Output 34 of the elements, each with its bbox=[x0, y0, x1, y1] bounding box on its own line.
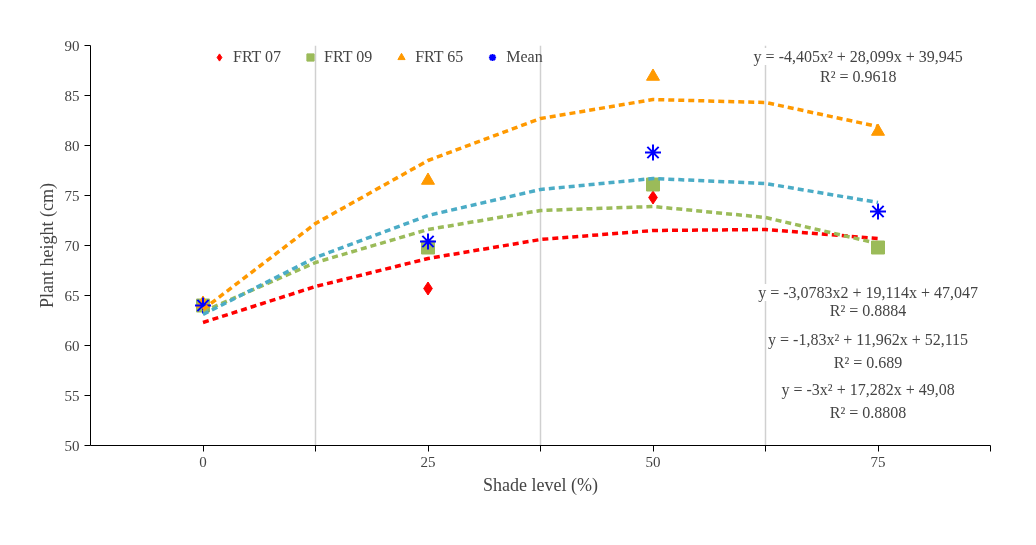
legend-label: FRT 09 bbox=[324, 48, 373, 66]
y-tick-label: 60 bbox=[64, 337, 80, 354]
x-tick-label: 25 bbox=[420, 453, 436, 470]
annotation: R² = 0.9618 bbox=[819, 68, 897, 85]
y-tick-label: 80 bbox=[64, 137, 80, 154]
point bbox=[869, 202, 887, 221]
y-tick-label: 50 bbox=[64, 437, 80, 454]
y-axis-title: Plant height (cm) bbox=[36, 183, 58, 308]
point bbox=[419, 232, 437, 251]
x-tick-label: 0 bbox=[199, 453, 207, 470]
x-tick-label: 50 bbox=[645, 453, 661, 470]
y-tick-label: 75 bbox=[64, 187, 80, 204]
annotation: y = -4,405x² + 28,099x + 39,945 bbox=[753, 48, 963, 66]
annotation: y = -3,0783x2 + 19,114x + 47,047 bbox=[758, 284, 979, 302]
annotation: R² = 0.689 bbox=[833, 354, 903, 371]
y-tick-label: 55 bbox=[64, 387, 80, 404]
annotation: R² = 0.8808 bbox=[829, 404, 907, 421]
y-tick-label: 85 bbox=[64, 87, 80, 104]
point bbox=[421, 172, 435, 185]
x-tick-label: 75 bbox=[870, 453, 886, 470]
y-tick-label: 90 bbox=[64, 37, 80, 54]
x-axis-title: Shade level (%) bbox=[483, 474, 598, 496]
legend-label: FRT 65 bbox=[415, 48, 464, 66]
point bbox=[644, 143, 662, 162]
annotation: y = -1,83x² + 11,962x + 52,115 bbox=[768, 331, 969, 349]
annotation: y = -3x² + 17,282x + 49,08 bbox=[781, 381, 955, 399]
legend-label: FRT 07 bbox=[233, 48, 282, 66]
legend-label: Mean bbox=[506, 48, 543, 66]
annotation: R² = 0.8884 bbox=[829, 302, 907, 319]
point bbox=[646, 68, 660, 81]
y-tick-label: 70 bbox=[64, 237, 80, 254]
y-tick-label: 65 bbox=[64, 287, 80, 304]
point bbox=[871, 240, 885, 255]
point bbox=[871, 123, 885, 136]
